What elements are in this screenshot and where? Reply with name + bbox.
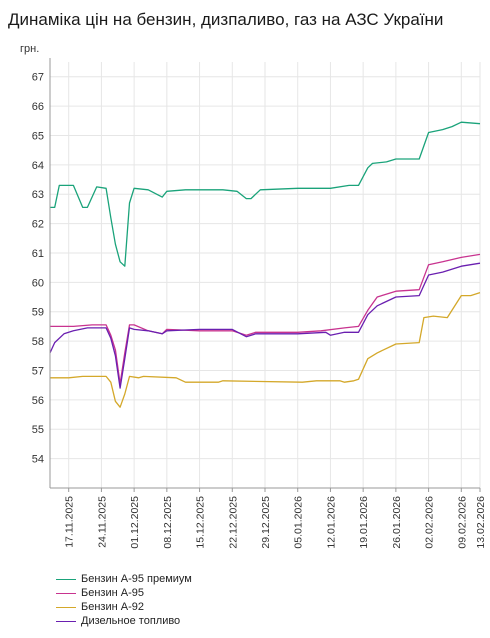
y-tick-label: 64 [32,160,44,172]
x-tick-label: 09.02.2026 [456,496,468,549]
y-tick-label: 54 [32,454,44,466]
x-tick-label: 05.01.2026 [293,496,305,549]
legend-swatch [56,606,76,608]
x-axis-ticks: 17.11.2025 24.11.2025 01.12.2025 08.12.2025… [64,496,487,549]
x-tick-label: 08.12.2025 [162,496,174,549]
y-tick-label: 55 [32,424,44,436]
x-tick-label: 12.01.2026 [325,496,337,549]
series-line-2 [50,253,481,385]
legend: Бензин А-95 премиум Бензин А-95 Бензин А-9… [56,572,192,628]
legend-item: Дизельное топливо [56,614,192,628]
y-tick-label: 58 [32,336,44,348]
x-tick-label: 13.02.2026 [475,496,487,549]
y-tick-label: 56 [32,395,44,407]
legend-item: Бензин А-95 премиум [56,572,192,586]
y-tick-label: 57 [32,365,44,377]
legend-swatch [56,578,76,580]
legend-item: Бензин А-95 [56,586,192,600]
x-tick-label: 15.12.2025 [195,496,207,549]
legend-label: Бензин А-92 [81,601,144,613]
x-tick-label: 02.02.2026 [424,496,436,549]
x-tick-label: 26.01.2026 [391,496,403,549]
y-axis-ticks: 54 55 56 57 58 59 60 61 62 63 64 65 66 67 [32,72,44,466]
x-tick-label: 22.12.2025 [227,496,239,549]
series-line-3 [50,291,481,408]
legend-label: Дизельное топливо [81,615,181,627]
axes [49,58,481,492]
chart-title: Динаміка цін на бензин, дизпаливо, газ н… [8,10,444,29]
y-tick-label: 62 [32,219,44,231]
x-tick-label: 24.11.2025 [96,496,108,548]
y-tick-label: 60 [32,277,44,289]
y-tick-label: 67 [32,72,44,84]
x-tick-label: 01.12.2025 [129,496,141,549]
series-lines [49,121,481,408]
legend-item: Бензин А-92 [56,600,192,614]
legend-label: Бензин А-95 [81,587,144,599]
y-tick-label: 66 [32,101,44,113]
legend-label: Бензин А-95 премиум [81,573,192,585]
x-tick-label: 17.11.2025 [64,496,76,548]
series-line-4 [49,262,481,389]
y-tick-label: 61 [32,248,44,260]
y-tick-label: 63 [32,189,44,201]
grid-lines [50,62,481,488]
legend-swatch [56,592,76,594]
y-axis-unit-label: грн. [20,43,39,55]
y-tick-label: 65 [32,130,44,142]
x-tick-label: 29.12.2025 [260,496,272,549]
series-line-1 [50,121,481,267]
y-tick-label: 59 [32,307,44,319]
legend-swatch [56,620,76,622]
x-tick-label: 19.01.2026 [358,496,370,549]
